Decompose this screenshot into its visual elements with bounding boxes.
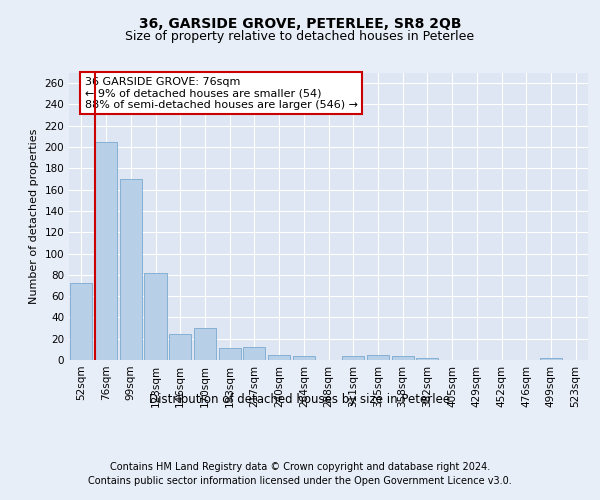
Bar	[145, 272, 167, 360]
Text: 36 GARSIDE GROVE: 76sqm
← 9% of detached houses are smaller (54)
88% of semi-det: 36 GARSIDE GROVE: 76sqm ← 9% of detached…	[85, 77, 358, 110]
Bar	[243, 347, 265, 360]
Y-axis label: Number of detached properties: Number of detached properties	[29, 128, 39, 304]
Text: 36, GARSIDE GROVE, PETERLEE, SR8 2QB: 36, GARSIDE GROVE, PETERLEE, SR8 2QB	[139, 18, 461, 32]
Bar	[392, 356, 414, 360]
Bar	[367, 354, 389, 360]
Text: Contains HM Land Registry data © Crown copyright and database right 2024.: Contains HM Land Registry data © Crown c…	[110, 462, 490, 472]
Bar	[342, 356, 364, 360]
Bar	[293, 356, 315, 360]
Bar	[70, 284, 92, 360]
Bar	[268, 354, 290, 360]
Text: Contains public sector information licensed under the Open Government Licence v3: Contains public sector information licen…	[88, 476, 512, 486]
Bar	[218, 348, 241, 360]
Bar	[416, 358, 439, 360]
Text: Distribution of detached houses by size in Peterlee: Distribution of detached houses by size …	[149, 392, 451, 406]
Bar	[95, 142, 117, 360]
Bar	[194, 328, 216, 360]
Bar	[119, 179, 142, 360]
Bar	[540, 358, 562, 360]
Text: Size of property relative to detached houses in Peterlee: Size of property relative to detached ho…	[125, 30, 475, 43]
Bar	[169, 334, 191, 360]
